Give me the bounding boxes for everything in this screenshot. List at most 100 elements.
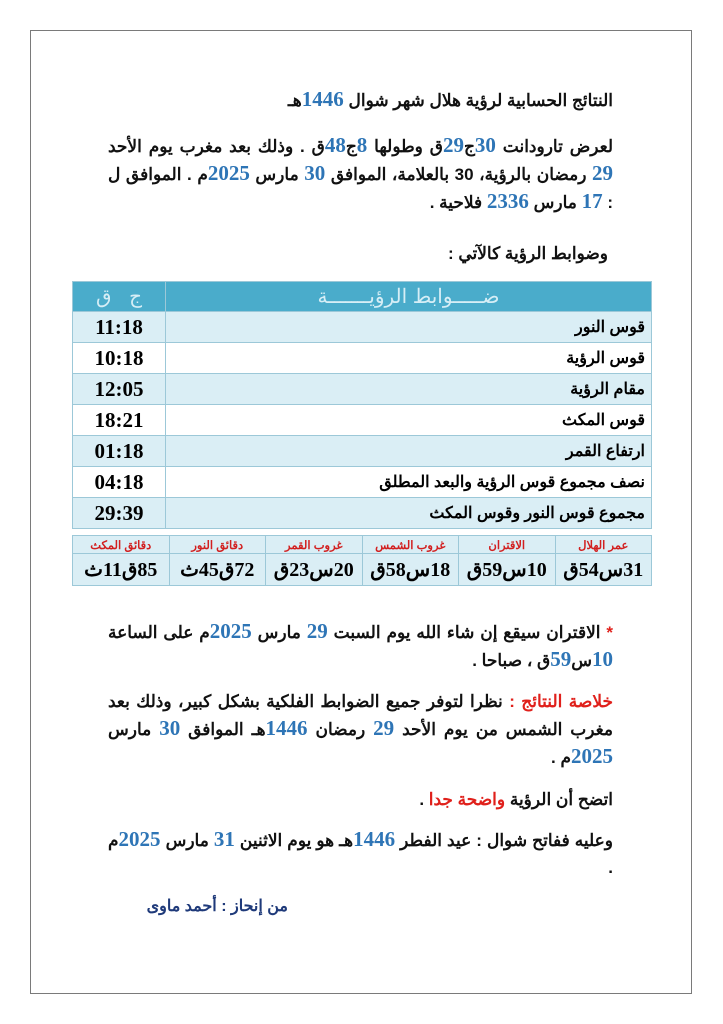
text-segment: فلاحية . [429, 193, 487, 212]
number-highlight: 31 [213, 827, 235, 851]
text-segment: م . [551, 748, 571, 767]
number-highlight: 2025 [207, 161, 250, 185]
times-value-row: 31س54ق 10س59ق 18س58ق 20س23ق 72ق45ث 85ق11ث [72, 553, 652, 586]
table-row: نصف مجموع قوس الرؤية والبعد المطلق 04:18 [72, 466, 652, 498]
number-highlight: 1446 [353, 827, 396, 851]
text-segment: من إنحاز : أحمد ماوى [146, 898, 288, 915]
table-row: مجموع قوس النور وقوس المكث 29:39 [72, 497, 652, 529]
criterion-label: قوس المكث [165, 404, 652, 436]
text-segment: رمضان [307, 720, 374, 739]
number-highlight: 17 [581, 189, 603, 213]
number-highlight: 2336 [486, 189, 529, 213]
text-segment: ق . وذلك بعد مغرب يوم الأحد [108, 137, 325, 156]
text-segment: هـ الموافق [180, 720, 266, 739]
text-segment: م . [108, 831, 613, 877]
time-value: 18س58ق [361, 553, 459, 586]
header-label: ضـــــوابط الرؤيـــــــة [165, 281, 652, 312]
text-segment: الاقتران سيقع إن شاء الله يوم السبت [327, 623, 601, 642]
time-label: دقائق النور [168, 535, 266, 554]
text-segment: اتضح أن الرؤية [505, 790, 613, 809]
criterion-value: 12:05 [72, 373, 166, 405]
number-highlight: 2025 [209, 619, 252, 643]
criterion-value: 10:18 [72, 342, 166, 374]
number-highlight: 29 [373, 716, 395, 740]
criterion-label: قوس النور [165, 311, 652, 343]
number-highlight: 29 [442, 133, 464, 157]
table-row: ارتفاع القمر 01:18 [72, 435, 652, 467]
header-value-unit: ج ق [72, 281, 166, 312]
table-row: مقام الرؤية 12:05 [72, 373, 652, 405]
number-highlight: 29 [306, 619, 328, 643]
text-segment: . [419, 790, 429, 809]
criteria-table: ضـــــوابط الرؤيـــــــة ج ق قوس النور 11… [72, 281, 652, 529]
time-value: 10س59ق [458, 553, 556, 586]
criterion-value: 18:21 [72, 404, 166, 436]
text-segment: مارس [251, 623, 307, 642]
time-value: 31س54ق [554, 553, 652, 586]
criterion-value: 01:18 [72, 435, 166, 467]
text-segment: ق وطولها [367, 137, 443, 156]
table-row: قوس النور 11:18 [72, 311, 652, 343]
text-segment: هـ [287, 91, 302, 110]
time-value: 20س23ق [265, 553, 363, 586]
red-highlight: * [600, 623, 614, 642]
text-segment: ق ، صباحا . [472, 651, 551, 670]
criterion-label: نصف مجموع قوس الرؤية والبعد المطلق [165, 466, 652, 498]
number-highlight: 1446 [265, 716, 308, 740]
text-segment: رمضان بالرؤية، 30 بالعلامة، الموافق [325, 165, 593, 184]
eid-announcement: وعليه ففاتح شوال : عيد الفطر 1446هـ هو ي… [108, 826, 613, 881]
number-highlight: 1446 [301, 87, 344, 111]
time-label: غروب الشمس [361, 535, 459, 554]
number-highlight: 29 [592, 161, 614, 185]
red-highlight: واضحة جدا [428, 790, 506, 809]
criterion-label: ارتفاع القمر [165, 435, 652, 467]
time-label: عمر الهلال [554, 535, 652, 554]
criterion-value: 11:18 [72, 311, 166, 343]
number-highlight: 2025 [118, 827, 161, 851]
number-highlight: 10 [592, 647, 613, 671]
text-segment: مارس [160, 831, 214, 850]
text-segment: ج [345, 137, 357, 156]
criterion-value: 29:39 [72, 497, 166, 529]
number-highlight: 30 [304, 161, 326, 185]
author-credit: من إنحاز : أحمد ماوى [108, 893, 288, 920]
table-row: قوس الرؤية 10:18 [72, 342, 652, 374]
criterion-label: مقام الرؤية [165, 373, 652, 405]
number-highlight: 48 [324, 133, 346, 157]
text-segment: هـ هو يوم الاثنين [234, 831, 354, 850]
intro-paragraph: لعرض تارودانت 30ج29ق وطولها 8ج48ق . وذلك… [108, 132, 613, 216]
number-highlight: 2025 [571, 744, 613, 768]
text-segment: وعليه ففاتح شوال : عيد الفطر [395, 831, 613, 850]
number-highlight: 59 [550, 647, 572, 671]
text-segment: م على الساعة [108, 623, 210, 642]
criteria-table-header: ضـــــوابط الرؤيـــــــة ج ق [72, 281, 652, 312]
text-segment: مارس [108, 720, 160, 739]
text-segment: س [571, 651, 592, 670]
table-row: قوس المكث 18:21 [72, 404, 652, 436]
number-highlight: 30 [159, 716, 181, 740]
number-highlight: 30 [474, 133, 496, 157]
criterion-label: قوس الرؤية [165, 342, 652, 374]
red-highlight: خلاصة النتائج : [502, 692, 613, 711]
text-segment: ج [463, 137, 475, 156]
conjunction-paragraph: * الاقتران سيقع إن شاء الله يوم السبت 29… [108, 618, 613, 674]
text-segment: النتائج الحسابية لرؤية هلال شهر شوال [343, 91, 613, 110]
criteria-subtitle: وضوابط الرؤية كالآتي : [108, 240, 608, 267]
time-value: 85ق11ث [72, 553, 170, 586]
page-border [30, 30, 692, 994]
time-label: دقائق المكث [72, 535, 170, 554]
text-segment: نظرا لتوفر جميع الضوابط الفلكية بشكل كبي… [108, 692, 613, 739]
summary-paragraph: خلاصة النتائج : نظرا لتوفر جميع الضوابط … [108, 688, 613, 771]
number-highlight: 8 [356, 133, 368, 157]
text-segment: مارس [528, 193, 582, 212]
times-table: عمر الهلال الاقتران غروب الشمس غروب القمر دق… [72, 535, 652, 586]
text-segment: وضوابط الرؤية كالآتي : [447, 244, 608, 263]
text-segment: م . الموافق ل : [108, 165, 613, 212]
time-value: 72ق45ث [168, 553, 266, 586]
text-segment: لعرض تارودانت [495, 137, 614, 156]
time-label: غروب القمر [265, 535, 363, 554]
text-segment: مارس [249, 165, 305, 184]
time-label: الاقتران [458, 535, 556, 554]
criterion-label: مجموع قوس النور وقوس المكث [165, 497, 652, 529]
times-header-row: عمر الهلال الاقتران غروب الشمس غروب القمر دق… [72, 535, 652, 554]
